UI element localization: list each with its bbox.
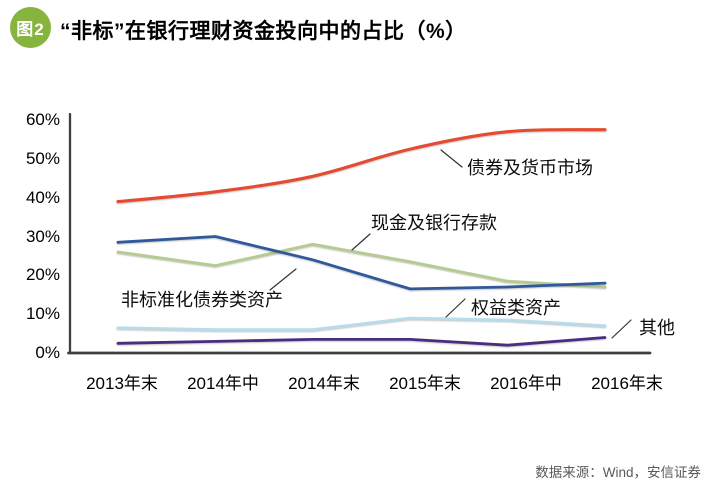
series-label-0: 债券及货币市场 <box>467 158 593 178</box>
x-axis-tick-label: 2015年末 <box>389 374 461 393</box>
annotation-callout-2 <box>351 233 371 251</box>
series-line-4 <box>116 336 607 347</box>
x-axis-tick-label: 2014年末 <box>288 374 360 393</box>
x-axis-tick-label: 2016年中 <box>490 374 562 393</box>
y-axis-tick-label: 30% <box>25 226 60 246</box>
series-label-1: 非标准化债券类资产 <box>121 290 283 310</box>
y-axis-tick-label: 0% <box>35 343 60 362</box>
x-axis-tick-label: 2013年末 <box>86 374 158 393</box>
series-label-4: 其他 <box>639 318 675 338</box>
annotation-callout-0 <box>440 149 463 168</box>
y-axis-tick-label: 50% <box>25 148 60 168</box>
annotation-callout-3 <box>445 298 466 318</box>
x-axis-tick-label: 2014年中 <box>187 374 259 393</box>
series-line-0 <box>116 128 607 204</box>
y-axis-tick-label: 10% <box>25 304 60 324</box>
y-axis-tick-label: 60% <box>25 110 60 129</box>
page-title: “非标”在银行理财资金投向中的占比（%） <box>60 20 467 43</box>
annotation-callout-4 <box>611 319 632 339</box>
series-line-2 <box>116 242 607 289</box>
series-label-2: 现金及银行存款 <box>371 213 497 233</box>
data-source-note: 数据来源：Wind，安信证券 <box>535 465 701 480</box>
series-label-3: 权益类资产 <box>471 298 561 318</box>
y-axis-tick-label: 40% <box>25 187 60 207</box>
y-axis-tick-label: 20% <box>25 265 60 285</box>
figure-number-badge: 图2 <box>10 7 51 48</box>
annotation-callout-1 <box>269 268 297 291</box>
series-line-1 <box>116 235 607 291</box>
series-line-3 <box>116 316 607 332</box>
x-axis-tick-label: 2016年末 <box>591 374 663 393</box>
